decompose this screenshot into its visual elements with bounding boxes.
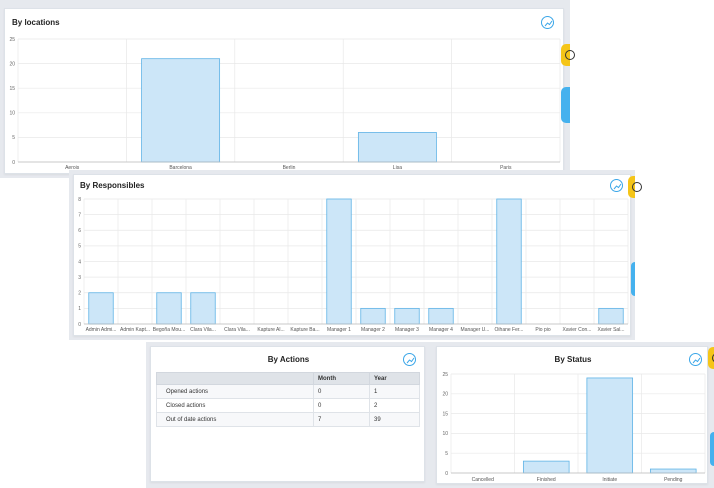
x-category-label: Aerois (65, 165, 80, 171)
responsibles-help-tab[interactable] (628, 176, 642, 198)
bar-status (586, 377, 634, 474)
y-tick-label: 4 (78, 259, 81, 265)
status-help-tab[interactable] (708, 347, 714, 369)
y-tick-label: 10 (442, 431, 448, 437)
status-title: By Status (554, 355, 592, 364)
row-month: 0 (313, 384, 370, 399)
x-category-label: Oihane Fer... (495, 327, 524, 333)
x-category-label: Paris (500, 165, 512, 171)
y-tick-label: 25 (9, 37, 15, 43)
x-category-label: Manager 2 (361, 327, 385, 333)
row-label: Opened actions (156, 384, 314, 399)
responsibles-side-tab[interactable] (631, 262, 635, 296)
actions-card: By Actions Month Year Opened actions 0 1 (150, 346, 425, 482)
table-row: Closed actions 0 2 (156, 398, 420, 413)
y-tick-label: 7 (78, 212, 81, 218)
responsibles-chart: 0 1 2 3 4 5 6 7 8 Admin Admi... Admin Kapt... Begoñ… (78, 197, 629, 333)
bar-responsibles (326, 198, 352, 325)
status-chart: 0 5 10 15 20 25 Cancelled Finished Initiate Pendi… (442, 372, 706, 483)
locations-card: By locations 0 5 10 15 20 25 Aerois Barcelona Be… (4, 8, 564, 174)
bar-responsibles (496, 198, 522, 325)
responsibles-export-icon[interactable] (610, 179, 623, 192)
bar-status (649, 468, 697, 474)
x-category-label: Xavier Con... (563, 327, 592, 333)
x-category-label: Barcelona (169, 165, 192, 171)
locations-help-tab[interactable] (561, 44, 575, 66)
y-tick-label: 25 (442, 372, 448, 378)
x-category-label: Manager U... (461, 327, 490, 333)
x-category-label: Berlin (283, 165, 296, 171)
y-tick-label: 0 (445, 471, 448, 477)
y-tick-label: 15 (442, 411, 448, 417)
row-year: 39 (369, 412, 420, 427)
x-category-label: Kapture Al... (257, 327, 284, 333)
actions-table: Month Year Opened actions 0 1 Closed act… (156, 372, 420, 427)
x-category-label: Clara Vila... (224, 327, 250, 333)
x-category-label: Xavier Sal... (598, 327, 625, 333)
status-side-tab[interactable] (710, 432, 714, 466)
x-category-label: Pio pio (535, 327, 551, 333)
y-tick-label: 3 (78, 275, 81, 281)
x-category-label: Pending (664, 477, 683, 483)
bar-responsibles (156, 292, 182, 325)
bar-responsibles (88, 292, 114, 325)
y-tick-label: 5 (78, 244, 81, 250)
actions-col-month: Month (313, 372, 370, 385)
y-tick-label: 20 (442, 392, 448, 398)
bar-responsibles (190, 292, 216, 325)
y-tick-label: 20 (9, 61, 15, 67)
actions-title: By Actions (267, 355, 310, 364)
actions-col-label (156, 372, 314, 385)
row-label: Out of date actions (156, 412, 314, 427)
bar-responsibles (394, 307, 420, 325)
locations-side-tab[interactable] (561, 87, 570, 123)
row-month: 0 (313, 398, 370, 413)
x-category-label: Manager 4 (429, 327, 453, 333)
x-category-label: Lisa (393, 165, 402, 171)
y-tick-label: 0 (78, 322, 81, 328)
locations-chart: 0 5 10 15 20 25 Aerois Barcelona Berlin Lisa Paris (9, 37, 561, 171)
y-tick-label: 10 (9, 111, 15, 117)
x-category-label: Clara Vila... (190, 327, 216, 333)
y-tick-label: 0 (12, 160, 15, 166)
row-year: 2 (369, 398, 420, 413)
status-export-icon[interactable] (689, 353, 702, 366)
actions-export-icon[interactable] (403, 353, 416, 366)
y-tick-label: 5 (12, 135, 15, 141)
x-category-label: Finished (537, 477, 556, 483)
bar-locations (141, 58, 221, 163)
bar-responsibles (360, 307, 386, 325)
x-category-label: Admin Kapt... (120, 327, 150, 333)
locations-title: By locations (12, 18, 60, 27)
bar-locations (357, 132, 437, 163)
responsibles-title: By Responsibles (80, 181, 145, 190)
x-category-label: Initiate (602, 477, 617, 483)
x-category-label: Kapture Ba... (290, 327, 319, 333)
x-category-label: Begoña Mou... (153, 327, 186, 333)
bar-responsibles (598, 307, 624, 325)
x-category-label: Admin Admi... (86, 327, 117, 333)
row-label: Closed actions (156, 398, 314, 413)
y-tick-label: 15 (9, 86, 15, 92)
table-row: Opened actions 0 1 (156, 384, 420, 399)
y-tick-label: 8 (78, 197, 81, 203)
x-category-label: Manager 1 (327, 327, 351, 333)
locations-export-icon[interactable] (541, 16, 554, 29)
bar-responsibles (428, 307, 454, 325)
y-tick-label: 5 (445, 451, 448, 457)
responsibles-card: By Responsibles 0 1 2 3 4 5 6 7 8 Admin Admi... Ad… (73, 174, 631, 336)
y-tick-label: 6 (78, 228, 81, 234)
status-card: By Status 0 5 10 15 20 25 Cancelled Finished Ini… (436, 346, 708, 484)
bar-status (522, 460, 570, 474)
actions-col-year: Year (369, 372, 420, 385)
table-row: Out of date actions 7 39 (156, 412, 420, 427)
y-tick-label: 1 (78, 306, 81, 312)
row-month: 7 (313, 412, 370, 427)
actions-table-header: Month Year (156, 372, 420, 385)
row-year: 1 (369, 384, 420, 399)
y-tick-label: 2 (78, 291, 81, 297)
x-category-label: Cancelled (472, 477, 494, 483)
x-category-label: Manager 3 (395, 327, 419, 333)
